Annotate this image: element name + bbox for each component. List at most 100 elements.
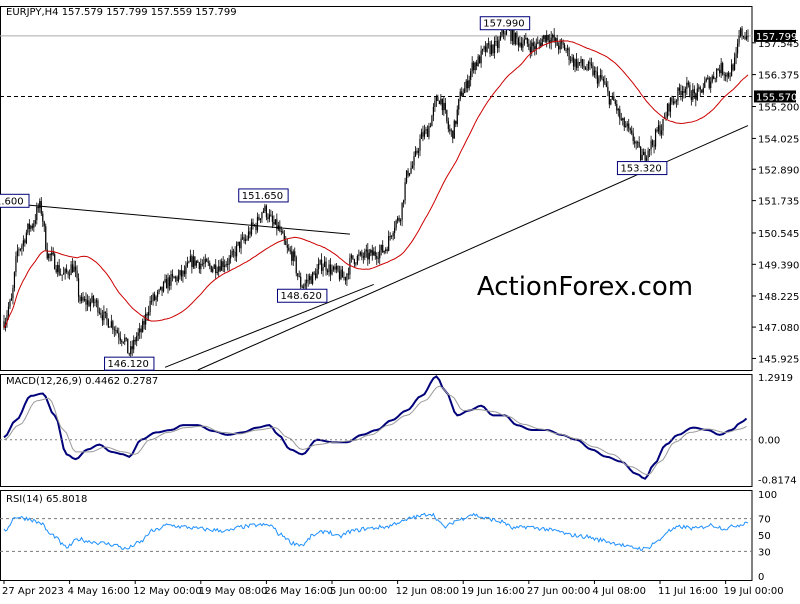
candle-body bbox=[392, 232, 394, 236]
candle-body bbox=[49, 254, 51, 256]
candle-body bbox=[569, 59, 572, 61]
macd-panel-lines bbox=[0, 375, 752, 480]
x-tick-label: 27 Jun 00:00 bbox=[527, 586, 591, 597]
y-tick-label: 147.080 bbox=[758, 323, 799, 334]
rsi-y-label: 50 bbox=[758, 531, 771, 542]
x-tick-label: 5 Jun 00:00 bbox=[330, 586, 387, 597]
candle-body bbox=[267, 217, 269, 219]
candle-body bbox=[153, 294, 156, 300]
candle-body bbox=[644, 151, 646, 161]
candle-body bbox=[747, 35, 749, 37]
candle-body bbox=[152, 294, 154, 302]
candle-body bbox=[155, 296, 157, 300]
candle-body bbox=[323, 261, 326, 268]
candle-body bbox=[6, 315, 8, 323]
candle-body bbox=[349, 258, 351, 275]
candle-body bbox=[559, 41, 561, 50]
candle-body bbox=[247, 231, 250, 239]
candle-body bbox=[622, 118, 624, 121]
candle-body bbox=[16, 250, 19, 257]
candle-body bbox=[683, 91, 685, 93]
candle-body bbox=[329, 264, 332, 275]
candle-body bbox=[719, 69, 721, 74]
candle-body bbox=[714, 77, 716, 79]
y-tick-label: 156.375 bbox=[758, 71, 799, 82]
level-badge bbox=[754, 90, 796, 103]
trendline bbox=[164, 283, 374, 368]
candle-body bbox=[602, 78, 604, 82]
candle-body bbox=[282, 231, 284, 234]
candle-body bbox=[461, 91, 463, 96]
candle-body bbox=[486, 43, 488, 52]
candle-body bbox=[510, 29, 512, 41]
candle-body bbox=[131, 346, 133, 350]
candle-body bbox=[389, 236, 391, 237]
candle-body bbox=[82, 296, 84, 301]
candle-body bbox=[341, 269, 344, 278]
candle-body bbox=[309, 276, 311, 281]
candle-body bbox=[647, 150, 649, 158]
candle-body bbox=[94, 302, 96, 304]
candle-body bbox=[450, 130, 452, 132]
candle-body bbox=[739, 28, 742, 36]
candle-body bbox=[641, 154, 643, 161]
candle-body bbox=[246, 238, 248, 240]
candle-body bbox=[249, 231, 251, 235]
candle-body bbox=[159, 286, 162, 290]
candle-body bbox=[429, 126, 432, 127]
candle-body bbox=[574, 59, 576, 67]
candle-body bbox=[376, 255, 378, 259]
candle-body bbox=[725, 75, 727, 77]
candle-body bbox=[231, 251, 233, 256]
candle-body bbox=[237, 241, 239, 245]
candle-body bbox=[479, 56, 481, 64]
candle-body bbox=[438, 100, 440, 105]
panel-frame bbox=[0, 374, 753, 487]
candle-body bbox=[51, 252, 53, 256]
candle-body bbox=[729, 76, 731, 78]
candle-body bbox=[428, 126, 430, 137]
candle-body bbox=[332, 266, 335, 270]
candle-body bbox=[315, 273, 317, 279]
candle-body bbox=[702, 87, 704, 93]
candle-body bbox=[391, 235, 393, 237]
y-tick-label: 154.025 bbox=[758, 134, 799, 145]
candle-body bbox=[690, 96, 692, 100]
candle-body bbox=[386, 249, 388, 251]
candle-body bbox=[77, 278, 80, 297]
candle-body bbox=[146, 313, 148, 316]
candle-body bbox=[168, 277, 171, 286]
candle-body bbox=[382, 244, 384, 253]
candle-body bbox=[344, 277, 347, 281]
x-tick-label: 19 Jul 00:00 bbox=[724, 586, 784, 597]
candle-body bbox=[224, 265, 226, 267]
candle-body bbox=[156, 292, 159, 297]
candle-body bbox=[192, 256, 194, 268]
candle-body bbox=[420, 132, 423, 140]
panel-frame bbox=[0, 6, 753, 371]
candle-body bbox=[681, 91, 683, 96]
x-tick-label: 4 Jul 08:00 bbox=[592, 586, 646, 597]
candle-body bbox=[180, 270, 183, 277]
candle-body bbox=[397, 217, 399, 221]
candle-body bbox=[651, 140, 654, 145]
candle-body bbox=[212, 268, 214, 272]
candle-body bbox=[46, 249, 48, 259]
candle-body bbox=[66, 268, 68, 273]
macd-y-label: 0.00 bbox=[758, 436, 780, 447]
candle-body bbox=[367, 249, 369, 260]
candle-body bbox=[128, 353, 130, 355]
candle-body bbox=[671, 97, 673, 102]
candle-body bbox=[364, 251, 366, 258]
candle-body bbox=[31, 225, 33, 228]
candle-body bbox=[632, 133, 634, 142]
candle-body bbox=[85, 299, 87, 305]
y-tick-label: 151.735 bbox=[758, 197, 799, 208]
candle-body bbox=[149, 300, 151, 313]
candle-body bbox=[201, 263, 203, 265]
candle-body bbox=[665, 116, 667, 118]
candle-body bbox=[110, 321, 112, 327]
candle-body bbox=[407, 170, 409, 176]
candle-body bbox=[502, 29, 505, 34]
